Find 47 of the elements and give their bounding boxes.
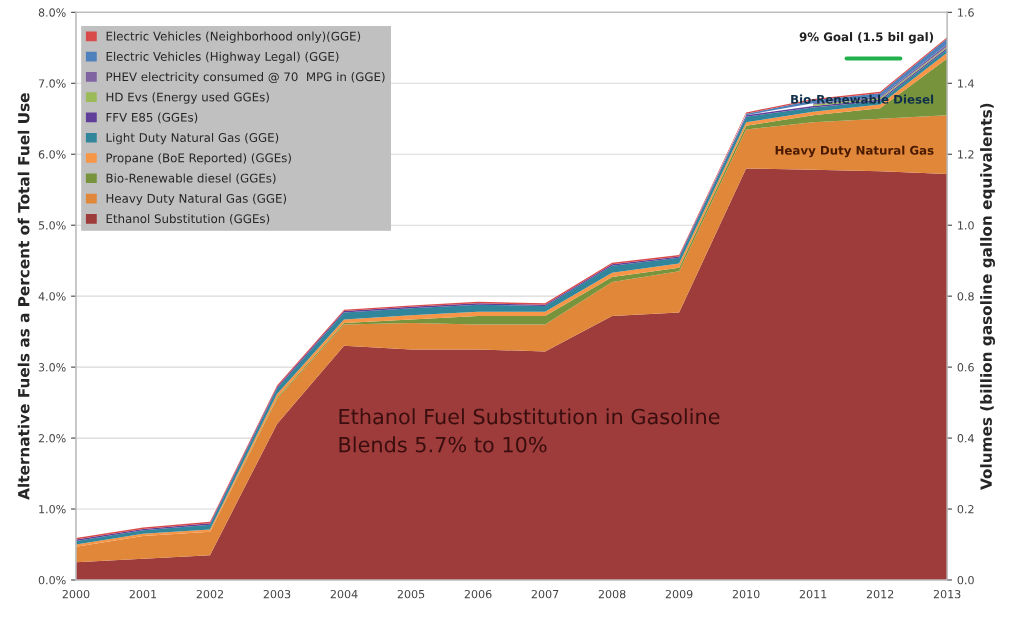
y2-tick-label: 1.0 — [958, 221, 974, 230]
y2-tick-label: 0.8 — [957, 292, 974, 301]
x-tick-label: 2012 — [866, 589, 894, 599]
legend-label: HD Evs (Energy used GGEs) — [106, 92, 269, 104]
legend-label: Ethanol Substitution (GGEs) — [106, 214, 270, 225]
x-tick-label: 2006 — [464, 589, 492, 599]
y2-tick-label: 1.6 — [958, 8, 974, 17]
y2-tick-label: 0.6 — [957, 363, 974, 372]
legend-label: Bio-Renewable diesel (GGEs) — [106, 173, 276, 184]
y-tick-label: 4.0% — [38, 292, 66, 301]
legend-label: Electric Vehicles (Highway Legal) (GGE) — [106, 51, 339, 64]
y-tick-label: 1.0% — [39, 505, 66, 514]
x-tick-label: 2008 — [598, 589, 626, 599]
y-axis-title: Alternative Fuels as a Percent of Total Fuel Use — [17, 93, 30, 500]
annotation: Heavy Duty Natural Gas — [775, 145, 934, 158]
y-tick-label: 8.0% — [38, 8, 66, 17]
x-tick-label: 2004 — [330, 589, 358, 599]
x-tick-label: 2010 — [732, 589, 760, 599]
y-tick-label: 0.0% — [38, 575, 66, 585]
y2-tick-label: 0.4 — [957, 434, 974, 443]
x-tick-label: 2002 — [196, 589, 224, 599]
x-tick-label: 2013 — [933, 589, 961, 599]
y2-tick-label: 1.4 — [958, 79, 974, 88]
y2-tick-label: 0.2 — [957, 505, 974, 514]
annotation: Ethanol Fuel Substitution in Gasoline Blends 5.7% to 10% — [339, 408, 720, 453]
legend-label: Heavy Duty Natural Gas (GGE) — [106, 193, 287, 206]
y-tick-label: 6.0% — [38, 150, 66, 159]
y-tick-label: 7.0% — [38, 79, 66, 88]
y-tick-label: 5.0% — [38, 221, 66, 230]
x-tick-label: 2000 — [62, 589, 90, 599]
annotation: 9% Goal (1.5 bil gal) — [799, 32, 934, 44]
y2-axis-title: Volumes (billion gasoline gallon equivalents) — [980, 103, 996, 490]
legend-label: Electric Vehicles (Neighborhood only)(GGE) — [106, 31, 361, 43]
x-tick-label: 2011 — [799, 589, 827, 599]
y2-tick-label: 1.2 — [958, 150, 974, 159]
y-tick-label: 3.0% — [38, 363, 66, 372]
y-tick-label: 2.0% — [38, 434, 66, 443]
x-tick-label: 2005 — [397, 589, 425, 599]
x-tick-label: 2001 — [129, 589, 157, 599]
legend-label: PHEV electricity consumed @ 70 MPG in (GGE) — [106, 72, 385, 84]
legend-label: Propane (BoE Reported) (GGEs) — [106, 153, 291, 165]
x-tick-label: 2007 — [531, 589, 559, 599]
legend-label: Light Duty Natural Gas (GGE) — [106, 132, 279, 145]
y2-tick-label: 0.0 — [957, 575, 974, 585]
x-tick-label: 2009 — [665, 589, 693, 599]
x-tick-label: 2003 — [263, 589, 291, 599]
legend-label: FFV E85 (GGEs) — [106, 112, 198, 124]
